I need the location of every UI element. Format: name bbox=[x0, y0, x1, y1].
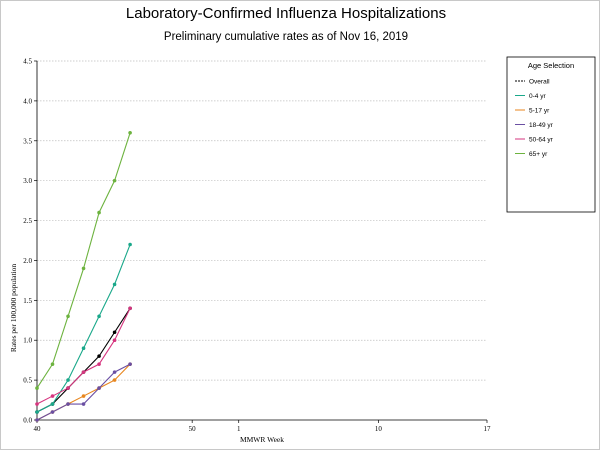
data-point[interactable] bbox=[35, 402, 39, 406]
data-point[interactable] bbox=[35, 410, 39, 414]
data-point[interactable] bbox=[97, 210, 101, 215]
data-point[interactable] bbox=[81, 346, 86, 351]
data-point[interactable] bbox=[66, 378, 70, 382]
data-point[interactable] bbox=[35, 418, 39, 422]
data-point[interactable] bbox=[81, 402, 86, 406]
legend-item[interactable]: 5-17 yr bbox=[515, 107, 550, 114]
data-point[interactable] bbox=[128, 362, 132, 366]
data-point[interactable] bbox=[112, 330, 117, 335]
legend-item[interactable]: Overall bbox=[515, 78, 550, 85]
legend-item[interactable]: 18-49 yr bbox=[515, 122, 554, 129]
y-tick-label: 2.0 bbox=[23, 257, 32, 265]
chart-subtitle: Preliminary cumulative rates as of Nov 1… bbox=[164, 31, 408, 43]
series-0-4-yr[interactable] bbox=[35, 242, 132, 414]
y-tick-label: 4.5 bbox=[23, 58, 32, 66]
chart-title: Laboratory-Confirmed Influenza Hospitali… bbox=[126, 5, 446, 22]
legend-label: 18-49 yr bbox=[529, 122, 554, 129]
y-tick-label: 0.5 bbox=[23, 377, 32, 385]
x-tick-label: 17 bbox=[484, 425, 492, 433]
series-65-yr[interactable] bbox=[35, 131, 132, 390]
data-point[interactable] bbox=[128, 131, 132, 135]
legend-label: Overall bbox=[529, 78, 550, 85]
y-tick-label: 1.5 bbox=[23, 297, 32, 305]
data-point[interactable] bbox=[50, 394, 55, 398]
data-point[interactable] bbox=[50, 410, 55, 414]
data-point[interactable] bbox=[128, 242, 132, 247]
x-tick-label: 1 bbox=[237, 425, 241, 433]
x-tick-label: 50 bbox=[189, 425, 197, 433]
legend-label: 65+ yr bbox=[529, 151, 548, 158]
x-tick-label: 10 bbox=[375, 425, 383, 433]
x-tick-label: 40 bbox=[34, 425, 42, 433]
data-point[interactable] bbox=[97, 386, 101, 390]
y-tick-label: 0.0 bbox=[23, 417, 32, 425]
legend-item[interactable]: 65+ yr bbox=[515, 151, 548, 158]
data-point[interactable] bbox=[66, 314, 70, 319]
data-point[interactable] bbox=[81, 266, 86, 271]
data-point[interactable] bbox=[112, 370, 117, 374]
data-point[interactable] bbox=[97, 354, 101, 358]
legend-title: Age Selection bbox=[528, 61, 574, 70]
data-point[interactable] bbox=[35, 386, 39, 390]
y-tick-labels: 0.0 0.5 1.0 1.5 2.0 2.5 3.0 3.5 4.0 4.5 bbox=[23, 58, 37, 425]
data-point[interactable] bbox=[112, 282, 117, 287]
legend-label: 5-17 yr bbox=[529, 107, 550, 114]
axes bbox=[36, 61, 487, 421]
data-point[interactable] bbox=[81, 394, 86, 398]
data-point[interactable] bbox=[112, 378, 117, 382]
y-tick-label: 4.0 bbox=[23, 97, 32, 105]
legend[interactable]: Age Selection Overall 0-4 yr 5-17 yr 18-49 … bbox=[506, 56, 596, 213]
legend-label: 0-4 yr bbox=[529, 93, 546, 100]
data-point[interactable] bbox=[66, 402, 70, 406]
data-point[interactable] bbox=[66, 386, 70, 390]
series-line bbox=[36, 308, 131, 405]
series-lines bbox=[35, 131, 132, 422]
x-axis-label: MMWR Week bbox=[240, 435, 284, 444]
legend-box bbox=[506, 56, 596, 213]
data-point[interactable] bbox=[50, 402, 55, 406]
x-tick-labels: 40 50 1 10 17 bbox=[34, 420, 492, 433]
legend-label: 50-64 yr bbox=[529, 136, 554, 143]
data-point[interactable] bbox=[50, 362, 55, 366]
data-point[interactable] bbox=[112, 338, 117, 343]
data-point[interactable] bbox=[128, 306, 132, 311]
data-point[interactable] bbox=[97, 314, 101, 319]
y-tick-label: 2.5 bbox=[23, 217, 32, 225]
series-18-49-yr[interactable] bbox=[35, 362, 132, 422]
y-axis-label: Rates per 100,000 population bbox=[9, 264, 18, 353]
y-tick-label: 1.0 bbox=[23, 337, 32, 345]
grid-lines bbox=[37, 60, 487, 381]
legend-item[interactable]: 50-64 yr bbox=[515, 136, 554, 143]
y-tick-label: 3.0 bbox=[23, 177, 32, 185]
legend-item[interactable]: 0-4 yr bbox=[515, 93, 546, 100]
y-tick-label: 3.5 bbox=[23, 137, 32, 145]
data-point[interactable] bbox=[97, 362, 101, 366]
series-50-64-yr[interactable] bbox=[35, 306, 132, 406]
data-point[interactable] bbox=[81, 370, 86, 374]
data-point[interactable] bbox=[112, 178, 117, 183]
